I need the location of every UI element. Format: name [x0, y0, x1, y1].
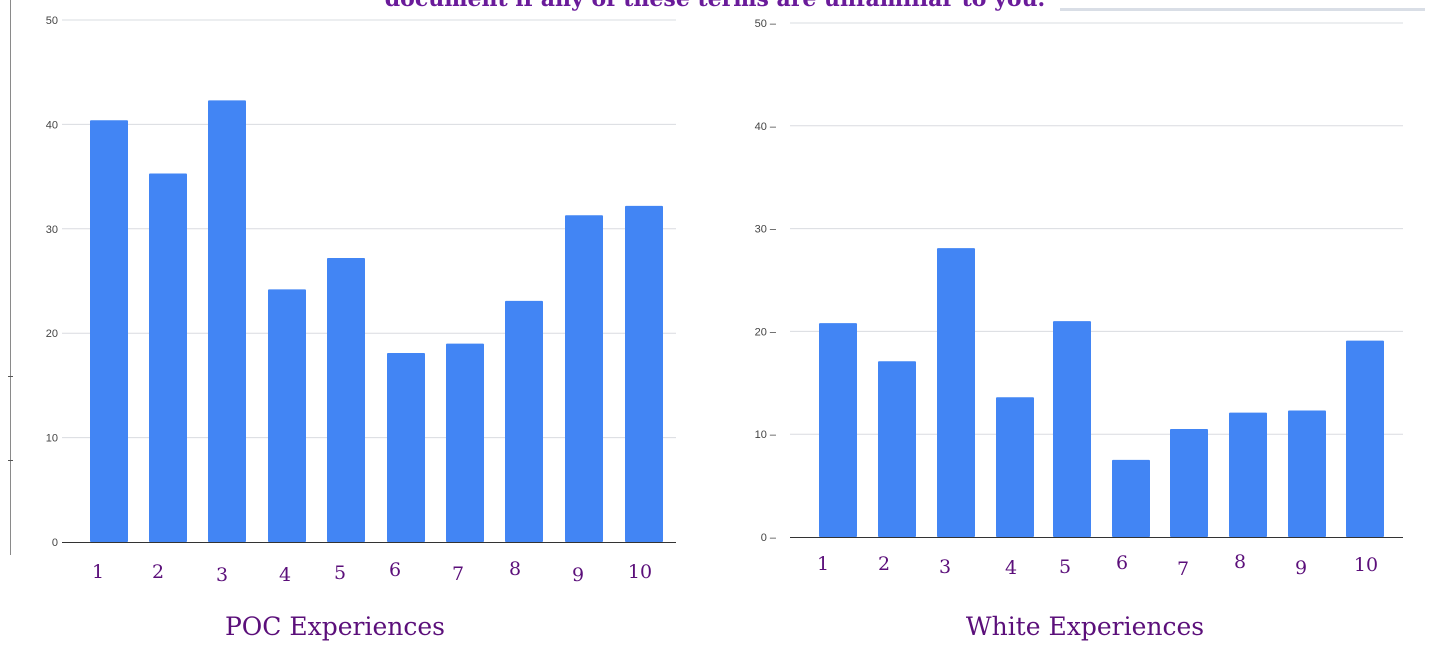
left-frame-edge: [10, 0, 11, 555]
y-tick-label: 0 –: [761, 532, 777, 544]
bar-3: [937, 248, 975, 537]
x-tick-label: 4: [279, 564, 291, 586]
x-tick-label: 3: [216, 564, 228, 586]
bar-5: [327, 258, 365, 542]
x-tick-label: 7: [452, 563, 464, 585]
bar-1: [819, 323, 857, 537]
x-tick-label: 10: [628, 561, 652, 583]
poc-experiences-chart: 0 10 20 30 40 50 1 2 3 4 5 6 7 8 9 10: [46, 15, 676, 586]
bar-7: [446, 343, 484, 542]
bar-6: [1112, 459, 1150, 537]
bar-7: [1170, 429, 1208, 537]
left-frame-marker: [8, 460, 13, 461]
bar-4: [996, 397, 1034, 537]
bar-2: [149, 173, 187, 542]
x-tick-label: 5: [1059, 556, 1071, 578]
bar-10: [625, 205, 663, 542]
y-tick-label: 30: [46, 224, 58, 236]
bar-8: [505, 300, 543, 542]
x-tick-label: 8: [1234, 551, 1246, 573]
bar-9: [1288, 410, 1326, 537]
top-divider: [1060, 8, 1425, 11]
y-tick-label: 30 –: [755, 224, 777, 236]
x-tick-label: 1: [92, 561, 104, 583]
x-tick-label: 6: [389, 559, 401, 581]
x-tick-label: 9: [572, 564, 584, 586]
x-tick-label: 4: [1005, 557, 1017, 579]
x-tick-label: 7: [1177, 558, 1189, 580]
x-tick-label: 10: [1354, 554, 1378, 576]
x-tick-label: 1: [817, 553, 829, 575]
y-tick-label: 50 –: [755, 18, 777, 30]
top-text-fragment: document if any of these terms are unfam…: [0, 0, 1430, 12]
bar-8: [1229, 412, 1267, 537]
bar-10: [1346, 340, 1384, 537]
x-tick-label: 5: [334, 562, 346, 584]
y-tick-label: 40: [46, 119, 58, 131]
x-tick-label: 3: [939, 556, 951, 578]
bar-6: [387, 353, 425, 542]
bar-2: [878, 361, 916, 537]
white-experiences-chart: 0 – 10 – 20 – 30 – 40 – 50 – 1 2 3 4 5 6 7 8 9 10: [755, 18, 1403, 580]
white-experiences-title: White Experiences: [965, 612, 1205, 641]
bar-9: [565, 215, 603, 542]
y-tick-label: 0: [52, 537, 58, 549]
left-frame-marker: [8, 376, 13, 377]
y-tick-label: 50: [46, 15, 58, 27]
poc-experiences-title: POC Experiences: [224, 612, 445, 641]
bar-3: [208, 100, 246, 542]
x-tick-label: 6: [1116, 552, 1128, 574]
y-tick-label: 10 –: [755, 429, 777, 441]
x-tick-label: 2: [152, 561, 164, 583]
y-tick-label: 20: [46, 328, 58, 340]
bar-4: [268, 289, 306, 542]
y-tick-label: 20 –: [755, 326, 777, 338]
y-tick-label: 10: [46, 433, 58, 445]
bar-1: [90, 120, 128, 542]
x-tick-label: 2: [878, 553, 890, 575]
y-tick-label: 40 –: [755, 121, 777, 133]
x-tick-label: 9: [1295, 557, 1307, 579]
x-tick-label: 8: [509, 558, 521, 580]
bar-5: [1053, 321, 1091, 537]
